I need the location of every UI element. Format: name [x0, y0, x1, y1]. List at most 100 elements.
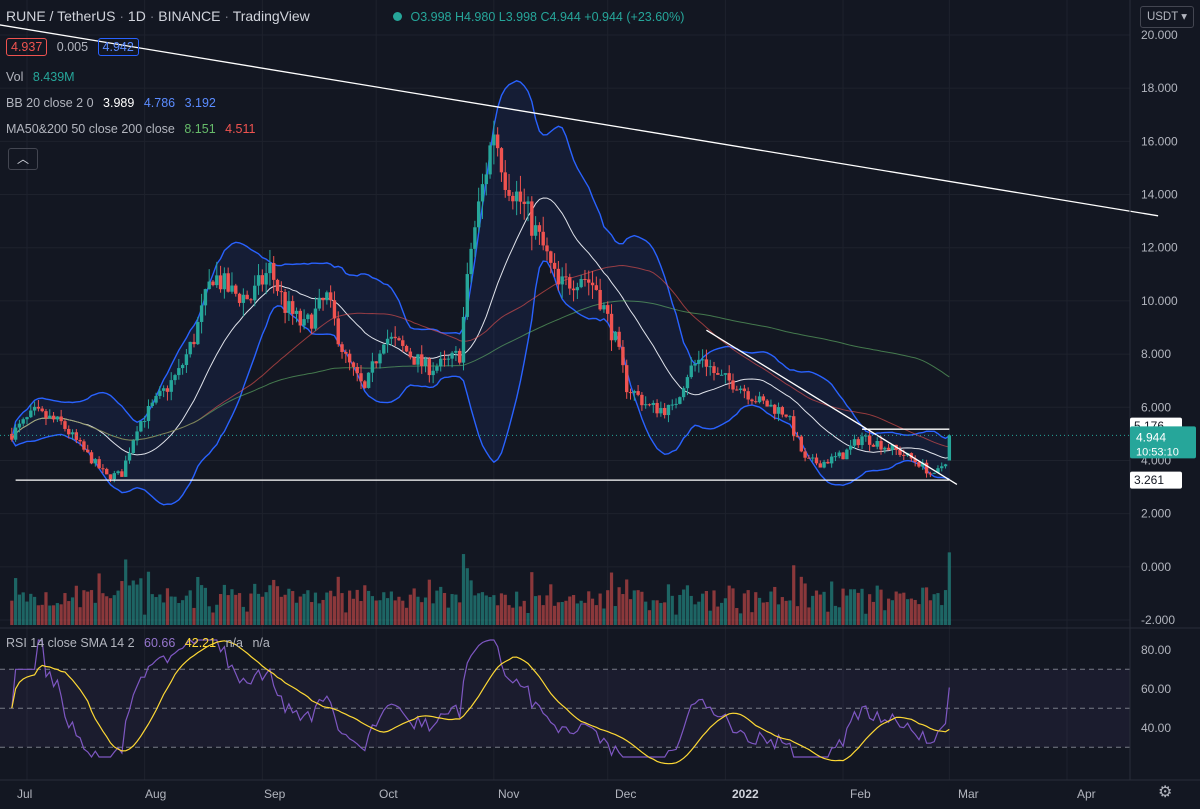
- candle-body: [864, 435, 868, 437]
- volume-bar: [260, 596, 264, 625]
- symbol-name[interactable]: RUNE / TetherUS: [6, 8, 116, 24]
- volume-bar: [799, 576, 803, 625]
- symbol-header[interactable]: RUNE / TetherUS · 1D · BINANCE · Trading…: [6, 8, 310, 24]
- candle-body: [613, 331, 618, 341]
- candle-body: [363, 381, 367, 388]
- candle-body: [731, 380, 735, 390]
- time-tick-label: 2022: [732, 787, 759, 801]
- chevron-up-icon: ︿: [16, 152, 29, 166]
- volume-bar: [408, 594, 412, 625]
- candle-body: [928, 473, 933, 475]
- volume-bar: [51, 605, 56, 625]
- candle-body: [549, 251, 553, 263]
- candle-body: [55, 416, 60, 420]
- volume-bar: [921, 587, 925, 625]
- candle-body: [609, 313, 614, 341]
- volume-bar: [325, 592, 329, 625]
- candle-body: [245, 294, 249, 300]
- candle-body: [146, 406, 151, 422]
- candle-body: [697, 359, 701, 364]
- candle-body: [260, 275, 265, 285]
- candle-body: [142, 421, 147, 423]
- volume-bar: [222, 584, 226, 625]
- candle-body: [416, 354, 420, 365]
- volume-bar: [632, 590, 636, 625]
- market-status-icon: [393, 12, 402, 22]
- currency-select[interactable]: USDT ▾: [1140, 6, 1194, 28]
- volume-bar: [738, 613, 743, 625]
- volume-bar: [678, 594, 682, 625]
- volume-bar: [879, 589, 883, 625]
- volume-bar: [465, 568, 469, 625]
- volume-bar: [731, 588, 735, 625]
- volume-bar: [446, 607, 450, 625]
- volume-bar: [590, 598, 595, 625]
- legend-volume[interactable]: Vol 8.439M: [6, 70, 75, 84]
- candle-body: [473, 227, 477, 249]
- volume-bar: [404, 607, 409, 625]
- candle-body: [321, 297, 325, 301]
- candle-body: [537, 225, 542, 232]
- legend-rsi[interactable]: RSI 14 close SMA 14 2 60.66 42.21 n/a n/…: [6, 636, 270, 650]
- volume-bar: [272, 579, 276, 625]
- volume-bar: [44, 592, 48, 625]
- candle-body: [207, 281, 211, 290]
- candle-body: [78, 439, 82, 442]
- candle-body: [302, 319, 306, 326]
- legend-bollinger[interactable]: BB 20 close 2 0 3.989 4.786 3.192: [6, 96, 216, 110]
- volume-bar: [150, 594, 154, 625]
- candle-body: [754, 401, 758, 403]
- candle-body: [560, 276, 564, 285]
- ask-price[interactable]: 4.942: [97, 38, 139, 56]
- volume-bar: [177, 603, 181, 625]
- candle-body: [105, 468, 109, 475]
- candle-body: [541, 231, 545, 246]
- volume-bar: [78, 607, 82, 625]
- candle-body: [154, 395, 158, 403]
- volume-bar: [184, 595, 189, 625]
- gear-icon[interactable]: ⚙: [1158, 784, 1173, 801]
- candle-body: [454, 350, 458, 353]
- volume-bar: [442, 592, 447, 625]
- candle-body: [746, 391, 750, 400]
- candle-body: [313, 308, 318, 329]
- candle-body: [666, 404, 671, 416]
- volume-bar: [450, 594, 454, 625]
- volume-bar: [348, 590, 352, 625]
- candle-body: [32, 406, 37, 411]
- volume-bar: [507, 605, 511, 625]
- collapse-legend-button[interactable]: ︿: [8, 148, 38, 170]
- volume-bar: [63, 593, 67, 625]
- time-tick-label: Feb: [850, 787, 871, 801]
- candle-body: [10, 433, 14, 440]
- volume-bar: [256, 593, 261, 625]
- volume-bar: [279, 596, 283, 625]
- volume-bar: [723, 598, 727, 625]
- ohlc-readout: O3.998 H4.980 L3.998 C4.944 +0.944 (+23.…: [393, 10, 684, 24]
- bid-price[interactable]: 4.937: [6, 38, 48, 56]
- candle-body: [841, 452, 845, 460]
- candle-body: [287, 301, 291, 313]
- candle-body: [150, 402, 154, 407]
- candle-body: [533, 225, 538, 236]
- legend-moving-averages[interactable]: MA50&200 50 close 200 close 8.151 4.511: [6, 122, 256, 136]
- time-tick-label: Mar: [958, 787, 979, 801]
- volume-bar: [943, 590, 948, 625]
- volume-bar: [321, 599, 325, 625]
- candle-body: [347, 353, 352, 363]
- candle-body: [461, 316, 466, 363]
- volume-bar: [188, 590, 192, 625]
- candle-body: [340, 344, 344, 352]
- interval[interactable]: 1D: [127, 8, 146, 24]
- volume-bar: [108, 598, 113, 625]
- candle-body: [700, 359, 705, 361]
- candle-body: [632, 391, 636, 393]
- volume-bar: [192, 607, 196, 625]
- candle-body: [545, 245, 549, 252]
- volume-bar: [663, 602, 667, 625]
- volume-bar: [36, 605, 40, 625]
- volume-bar: [165, 588, 170, 625]
- ohlc-low: L3.998: [498, 10, 538, 24]
- candle-body: [943, 464, 948, 467]
